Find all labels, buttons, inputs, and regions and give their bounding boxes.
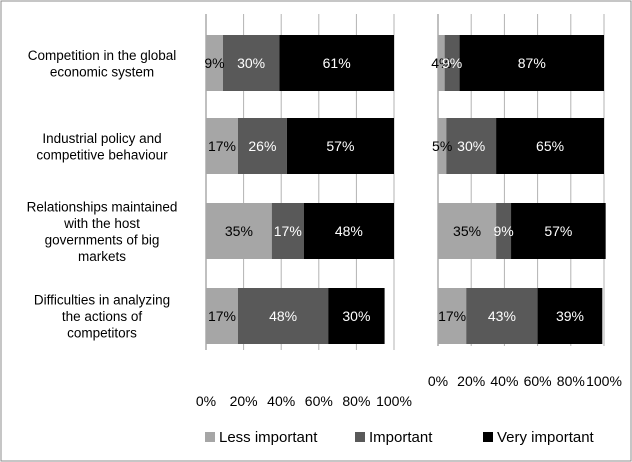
bar-very-important (511, 203, 606, 259)
bar-important (444, 35, 460, 91)
x-tick-label: 40% (490, 373, 518, 389)
data-label: 17% (208, 308, 236, 324)
bar-very-important (496, 118, 604, 174)
data-label: 17% (438, 308, 466, 324)
bar-very-important (459, 35, 604, 91)
data-label: 9% (204, 55, 224, 71)
data-label: 5% (432, 138, 452, 154)
bar-less-important (438, 118, 447, 174)
data-label: 9% (442, 55, 462, 71)
data-label: 17% (274, 223, 302, 239)
x-tick-label: 40% (267, 393, 295, 409)
data-label: 30% (237, 55, 265, 71)
data-label: 35% (453, 223, 481, 239)
x-tick-label: 60% (305, 393, 333, 409)
bar-less-important (206, 35, 223, 91)
category-label: Relationships maintained (27, 199, 178, 214)
legend-label: Less important (219, 429, 318, 446)
x-tick-label: 20% (457, 373, 485, 389)
x-tick-label: 0% (196, 393, 216, 409)
data-label: 87% (518, 55, 546, 71)
category-label: Difficulties in analyzing (34, 293, 170, 308)
bar-important (237, 118, 287, 174)
data-label: 48% (269, 308, 297, 324)
x-tick-label: 0% (428, 373, 448, 389)
data-label: 30% (457, 138, 485, 154)
bar-less-important (438, 35, 445, 91)
bar-less-important (206, 288, 238, 344)
panel-2: 4%9% 87%5% 30% 65%35% 9% 57%17% 43% 39%0% 20% 40%… (428, 14, 622, 389)
category-label: the actions of (62, 309, 143, 324)
data-label: 57% (544, 223, 572, 239)
data-label: 39% (556, 308, 584, 324)
x-tick-label: 80% (557, 373, 585, 389)
legend-swatch (355, 432, 365, 442)
data-label: 4% (431, 55, 451, 71)
category-label: markets (78, 249, 126, 264)
data-label: 65% (536, 138, 564, 154)
data-label: 35% (225, 223, 253, 239)
x-tick-label: 100% (586, 373, 622, 389)
category-label: competitors (67, 326, 137, 341)
bar-very-important (537, 288, 603, 344)
data-label: 61% (323, 55, 351, 71)
data-label: 9% (493, 223, 513, 239)
bar-important (466, 288, 538, 344)
category-label: Industrial policy and (42, 131, 161, 146)
bar-important (237, 288, 329, 344)
legend-label: Important (369, 429, 433, 446)
legend-swatch (483, 432, 493, 442)
x-tick-label: 60% (524, 373, 552, 389)
legend-swatch (205, 432, 215, 442)
data-label: 57% (326, 138, 354, 154)
panel-1: 9% 30% 61% 17% 26% 57% 35% 17% 48% 17% 48% 30% 0% 20%… (196, 14, 412, 409)
data-label: 30% (342, 308, 370, 324)
bar-important (222, 35, 280, 91)
category-label: competitive behaviour (36, 147, 168, 162)
bar-very-important (303, 203, 394, 259)
bar-less-important (438, 203, 497, 259)
category-label: economic system (50, 64, 154, 79)
bar-important (271, 203, 304, 259)
x-tick-label: 80% (342, 393, 370, 409)
data-label: 48% (335, 223, 363, 239)
data-label: 17% (208, 138, 236, 154)
bar-very-important (328, 288, 385, 344)
legend-label: Very important (497, 429, 595, 446)
legend: Less important Important Very important (205, 429, 595, 446)
bar-less-important (206, 118, 238, 174)
bar-very-important (286, 118, 394, 174)
bar-less-important (206, 203, 272, 259)
category-label: with the host (63, 216, 140, 231)
category-label: Competition in the global (28, 48, 177, 63)
bar-less-important (438, 288, 467, 344)
data-label: 43% (488, 308, 516, 324)
category-label: governments of big (45, 232, 160, 247)
bar-important (496, 203, 512, 259)
data-label: 26% (248, 138, 276, 154)
bar-important (446, 118, 497, 174)
x-tick-label: 20% (230, 393, 258, 409)
bar-very-important (279, 35, 394, 91)
x-tick-label: 100% (376, 393, 412, 409)
